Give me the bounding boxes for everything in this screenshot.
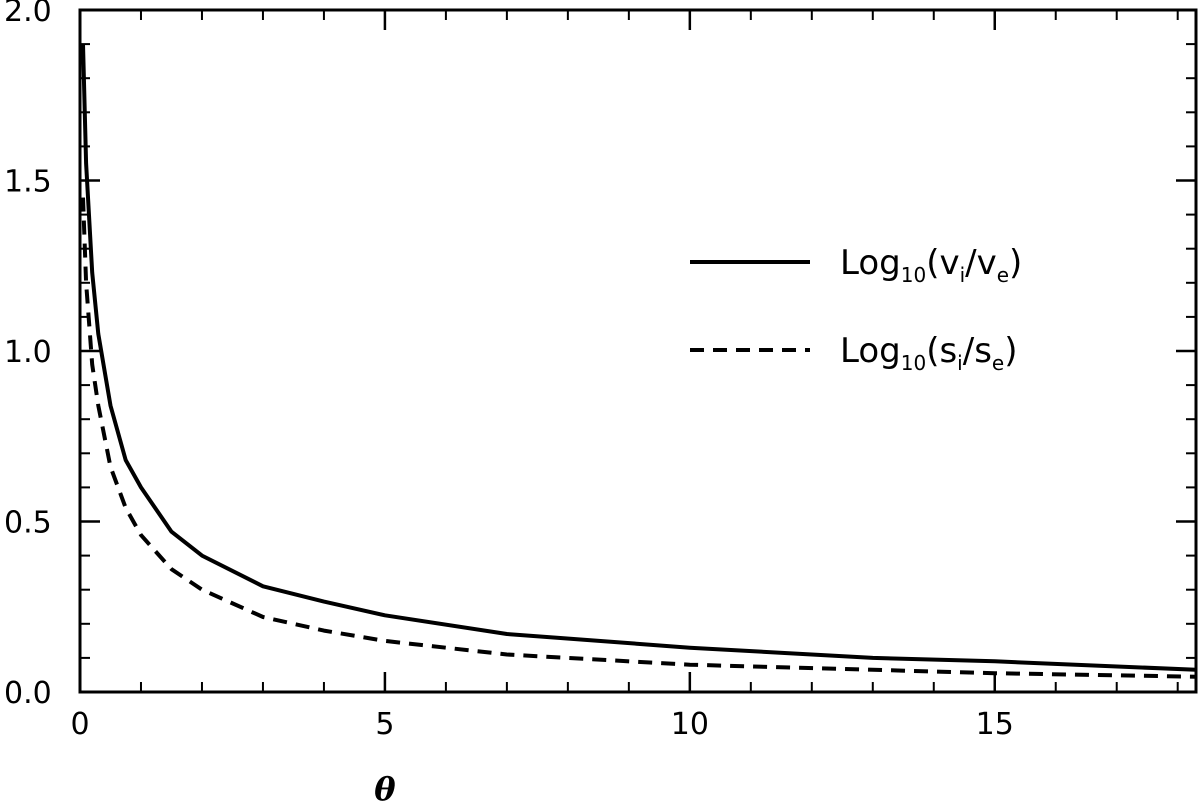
x-axis-title: θ <box>374 770 396 807</box>
legend-part-den-sub: e <box>992 351 1004 375</box>
axis-ticks <box>78 8 1196 694</box>
legend-part-base: Log <box>840 331 901 371</box>
legend-part-den-sub: e <box>997 263 1009 287</box>
legend-part-open: ( <box>926 243 939 283</box>
y-tick-label: 0.5 <box>4 506 52 541</box>
legend-label-1: Log10(vi/ve) <box>840 243 1022 287</box>
x-tick-label: 15 <box>976 707 1014 742</box>
series-line-2 <box>81 197 1197 679</box>
x-tick-label: 10 <box>671 707 709 742</box>
legend-part-base: Log <box>840 243 901 283</box>
plot-frame <box>78 8 1198 694</box>
legend: Log10(vi/ve)Log10(si/se) <box>690 243 1022 375</box>
x-tick-label: 5 <box>375 707 394 742</box>
legend-part-num: s <box>939 331 957 371</box>
series-lines <box>81 44 1197 679</box>
y-tick-label: 1.5 <box>4 165 52 200</box>
legend-part-close: ) <box>1009 243 1022 283</box>
legend-part-slash: / <box>965 243 977 283</box>
y-tick-label: 1.0 <box>4 335 52 370</box>
legend-part-slash: / <box>963 331 975 371</box>
x-tick-label: 0 <box>70 707 89 742</box>
legend-part-open: ( <box>926 331 939 371</box>
series-line-1 <box>81 44 1197 672</box>
legend-part-sub: 10 <box>901 351 926 375</box>
legend-part-num: v <box>939 243 959 283</box>
legend-part-close: ) <box>1004 331 1017 371</box>
legend-part-num-sub: i <box>960 263 966 287</box>
y-tick-label: 2.0 <box>4 0 52 29</box>
tick-labels: 0 5 10 15 0.0 0.5 1.0 1.5 2.0 <box>4 0 1014 742</box>
legend-part-den: v <box>977 243 997 283</box>
legend-part-den: s <box>974 331 992 371</box>
plot-border <box>78 8 1198 694</box>
legend-label-2: Log10(si/se) <box>840 331 1018 375</box>
legend-part-sub: 10 <box>901 263 926 287</box>
legend-part-num-sub: i <box>957 351 963 375</box>
y-tick-label: 0.0 <box>4 676 52 711</box>
